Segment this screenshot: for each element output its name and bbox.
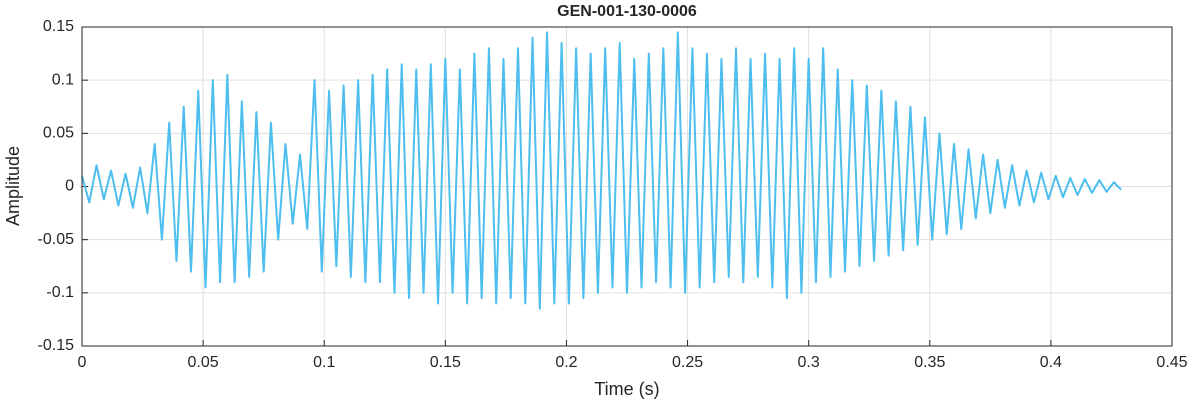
x-tick-label: 0.25 xyxy=(672,354,703,371)
x-tick-label: 0.3 xyxy=(798,354,820,371)
x-tick-label: 0.1 xyxy=(313,354,335,371)
x-tick-label: 0.45 xyxy=(1156,354,1187,371)
waveform-line xyxy=(81,31,1122,310)
y-tick-label: -0.1 xyxy=(46,284,74,301)
x-tick-label: 0.05 xyxy=(188,354,219,371)
x-tick-label: 0.15 xyxy=(430,354,461,371)
x-tick-label: 0.4 xyxy=(1040,354,1062,371)
y-axis-label: Amplitude xyxy=(3,146,23,226)
y-tick-label: -0.15 xyxy=(38,337,75,354)
x-tick-label: 0 xyxy=(78,354,87,371)
y-tick-label: 0.1 xyxy=(52,71,74,88)
y-tick-label: 0 xyxy=(65,178,74,195)
plot-frame xyxy=(81,26,1173,347)
x-tick-label: 0.35 xyxy=(914,354,945,371)
chart-title: GEN-001-130-0006 xyxy=(557,3,697,20)
y-tick-label: 0.15 xyxy=(43,18,74,35)
x-axis-label: Time (s) xyxy=(594,379,659,399)
y-tick-label: -0.05 xyxy=(38,231,75,248)
y-tick-label: 0.05 xyxy=(43,125,74,142)
x-tick-label: 0.2 xyxy=(555,354,577,371)
